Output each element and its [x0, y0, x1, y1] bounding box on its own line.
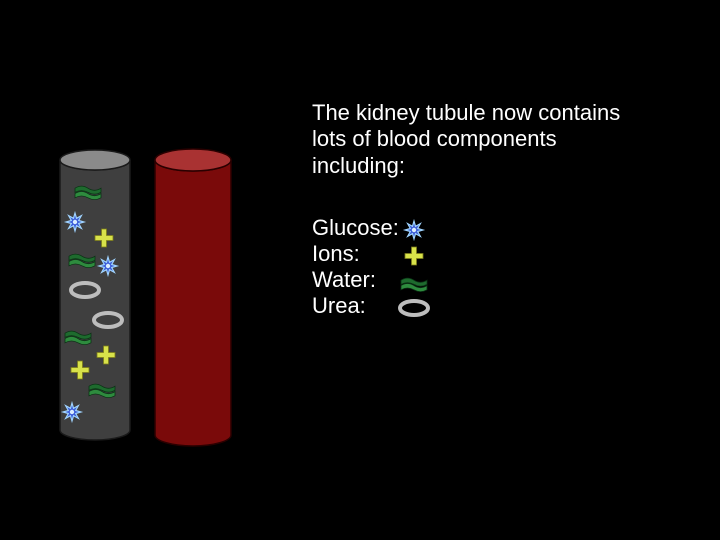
diagram-stage: The kidney tubule now containslots of bl…: [0, 0, 720, 540]
glucose-icon: [405, 221, 423, 239]
intro-line: including:: [312, 153, 620, 179]
legend-label: Ions:: [312, 241, 360, 266]
glucose-icon: [99, 257, 117, 275]
legend-block: Glucose:Ions:Water:Urea:: [312, 215, 399, 319]
intro-line: lots of blood components: [312, 126, 620, 152]
legend-row-glucose: Glucose:: [312, 215, 399, 241]
legend-row-ion: Ions:: [312, 241, 399, 267]
intro-line: The kidney tubule now contains: [312, 100, 620, 126]
legend-label: Water:: [312, 267, 376, 292]
urea-icon: [400, 301, 428, 315]
ion-icon: [405, 247, 423, 265]
legend-row-water: Water:: [312, 267, 399, 293]
glucose-icon: [66, 213, 84, 231]
intro-text: The kidney tubule now containslots of bl…: [312, 100, 620, 179]
legend-row-urea: Urea:: [312, 293, 399, 319]
water-icon: [401, 278, 427, 291]
legend-label: Urea:: [312, 293, 366, 318]
glucose-icon: [63, 403, 81, 421]
legend-label: Glucose:: [312, 215, 399, 240]
